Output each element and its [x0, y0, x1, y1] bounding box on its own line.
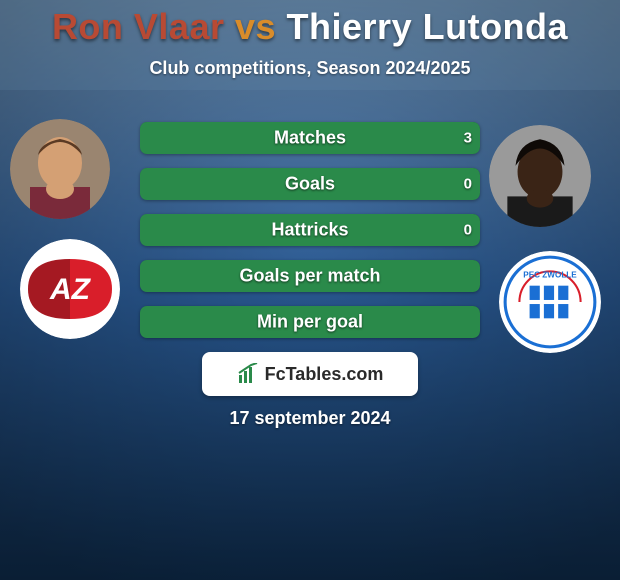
snapshot-date: 17 september 2024 [229, 408, 390, 429]
brand-chart-icon [237, 363, 259, 385]
title-left-player: Ron Vlaar [52, 6, 225, 47]
right-player-photo [489, 125, 591, 227]
title-vs: vs [235, 6, 287, 47]
bar-row: Goals 0 [140, 168, 480, 200]
bar-row: Goals per match [140, 260, 480, 292]
bar-label: Goals [285, 174, 335, 195]
left-player-photo [10, 119, 110, 219]
bar-row: Hattricks 0 [140, 214, 480, 246]
svg-text:AZ: AZ [49, 273, 92, 306]
bar-right-value: 3 [464, 130, 472, 147]
bar-label: Min per goal [257, 312, 363, 333]
bar-right-value: 0 [464, 222, 472, 239]
comparison-bars: Matches 3 Goals 0 Hattricks 0 Goals per match M… [140, 122, 480, 352]
bar-label: Matches [274, 128, 346, 149]
left-club-logo: AZ [20, 239, 120, 339]
right-club-logo: PEC ZWOLLE [499, 251, 601, 353]
bar-label: Goals per match [239, 266, 380, 287]
brand-text: FcTables.com [265, 364, 384, 385]
title-right-player: Thierry Lutonda [287, 6, 569, 47]
bar-right-value: 0 [464, 176, 472, 193]
brand-box: FcTables.com [202, 352, 418, 396]
comparison-title: Ron Vlaar vs Thierry Lutonda [0, 0, 620, 48]
bar-label: Hattricks [271, 220, 348, 241]
subtitle: Club competitions, Season 2024/2025 [0, 58, 620, 79]
bar-row: Min per goal [140, 306, 480, 338]
bar-row: Matches 3 [140, 122, 480, 154]
svg-text:PEC ZWOLLE: PEC ZWOLLE [523, 271, 577, 280]
